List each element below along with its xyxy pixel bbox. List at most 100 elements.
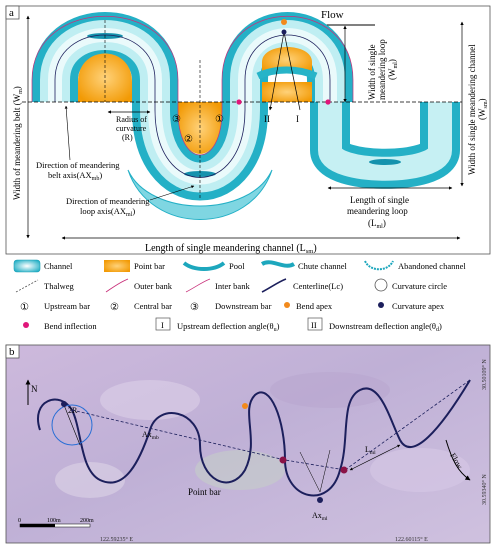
legend-bend-apex: Bend apex bbox=[296, 301, 333, 311]
dir-loop-label-1: Direction of meandering bbox=[66, 196, 150, 206]
legend-chute-swatch bbox=[260, 260, 296, 268]
length-ml-line bbox=[349, 444, 401, 471]
legend-curvature-apex: Curvature apex bbox=[392, 301, 445, 311]
legend-upstream-deflection: Upstream deflection angle(θu) bbox=[177, 321, 280, 333]
legend-symbol-1: ① bbox=[20, 302, 29, 313]
roman-I: I bbox=[296, 114, 299, 124]
north-label: N bbox=[31, 384, 38, 394]
point-bar-right-top bbox=[262, 47, 312, 72]
legend-centerline: Centerline(Lc) bbox=[293, 281, 343, 291]
curvature-circle bbox=[51, 404, 93, 446]
outer-bank bbox=[31, 15, 354, 156]
terrain-patch bbox=[100, 380, 200, 420]
legend-abandoned-channel: Abandoned channel bbox=[398, 261, 466, 271]
legend-curvature-circle-swatch bbox=[374, 278, 388, 292]
loop-deflection-1 bbox=[299, 451, 321, 493]
deflection-line-1 bbox=[268, 31, 285, 111]
legend-pool-swatch bbox=[182, 261, 226, 271]
scale-bar-fill bbox=[20, 524, 55, 527]
curvature-apex-b-2 bbox=[317, 497, 323, 503]
ax-ml-label: Axml bbox=[312, 511, 328, 522]
width-loop-label: Width of single meandering loop (Wml) bbox=[367, 37, 399, 100]
bend-inflection-b-1 bbox=[279, 456, 287, 464]
loop-deflection-2 bbox=[319, 449, 331, 493]
coord-right-2: 30.59340° N bbox=[481, 474, 488, 505]
legend-curvature-circle: Curvature circle bbox=[392, 281, 447, 291]
curvature-apex-b-1 bbox=[61, 401, 67, 407]
coord-bottom-2: 122.60115° E bbox=[395, 536, 428, 543]
legend-point-bar-swatch bbox=[104, 260, 130, 272]
terrain-patch bbox=[270, 372, 390, 408]
legend-outer-bank: Outer bank bbox=[134, 281, 173, 291]
legend-symbol-3: ③ bbox=[190, 302, 199, 313]
legend-inter-bank: Inter bank bbox=[215, 281, 250, 291]
dir-loop-pointer bbox=[149, 185, 195, 201]
legend-channel-swatch bbox=[13, 259, 41, 273]
bar-number-1: ① bbox=[215, 114, 224, 125]
legend-symbol-II-box bbox=[307, 317, 323, 331]
legend-downstream-bar: Downstream bar bbox=[215, 301, 272, 311]
panel-b-label-box bbox=[5, 344, 20, 359]
panel-a-label-box bbox=[5, 5, 20, 20]
dir-belt-label-2: belt axis(AXmb) bbox=[48, 170, 102, 182]
point-bar-b-label: Point bar bbox=[188, 487, 221, 497]
legend-bend-inflection-swatch bbox=[23, 322, 29, 328]
abandoned-channel bbox=[127, 169, 273, 220]
scale-label-2: 200m bbox=[80, 518, 94, 524]
length-loop-label-1: Length of single bbox=[350, 195, 409, 205]
scale-label-0: 0 bbox=[18, 518, 21, 524]
ax-mb-label: Axmb bbox=[142, 430, 159, 441]
width-belt-label: Width of meandering belt (Wm) bbox=[12, 86, 24, 200]
length-channel-label: Length of single meandering channel (Lsm… bbox=[145, 243, 317, 255]
dir-belt-label-1: Direction of meandering bbox=[36, 160, 120, 170]
legend-channel: Channel bbox=[44, 261, 73, 271]
legend-bend-apex-swatch bbox=[284, 302, 290, 308]
scale-label-1: 100m bbox=[47, 518, 61, 524]
right-channel-light bbox=[318, 102, 452, 181]
legend-chute-channel: Chute channel bbox=[298, 261, 347, 271]
bend-inflection-right bbox=[325, 99, 331, 105]
terrain-patch bbox=[55, 462, 125, 498]
width-channel-label: Width of single meandering channel (Wsm) bbox=[467, 42, 489, 175]
flow-label: Flow bbox=[321, 9, 344, 21]
coord-bottom-1: 122.59235° E bbox=[100, 536, 133, 543]
legend-central-bar: Central bar bbox=[134, 301, 172, 311]
legend-inter-bank-swatch bbox=[185, 278, 211, 293]
bend-inflection-left bbox=[236, 99, 242, 105]
legend-symbol-I-box bbox=[155, 317, 171, 331]
radius-label-2: curvature bbox=[116, 124, 147, 133]
chute-channel bbox=[256, 66, 318, 80]
length-loop-label-2: meandering loop bbox=[347, 206, 408, 216]
legend-symbol-2: ② bbox=[110, 302, 119, 313]
dir-loop-label-2: loop axis(AXml) bbox=[80, 206, 135, 218]
legend: Channel Point bar Pool Chute channel Aba… bbox=[13, 259, 466, 333]
legend-abandoned-swatch bbox=[364, 260, 394, 271]
panel-b: b N 2R Axmb Lml Flow Point bar Axml bbox=[5, 344, 491, 544]
l-ml-label: Lml bbox=[365, 445, 376, 456]
panel-b-label: b bbox=[9, 346, 15, 358]
point-bar-right-bottom bbox=[262, 82, 312, 102]
panel-a-label: a bbox=[9, 7, 14, 19]
legend-centerline-swatch bbox=[261, 278, 287, 293]
dir-belt-pointer bbox=[64, 105, 71, 161]
belt-axis-line bbox=[71, 379, 471, 471]
bend-inflection-b-2 bbox=[340, 466, 348, 474]
pool-right bbox=[369, 159, 401, 165]
legend-curvature-apex-swatch bbox=[378, 302, 384, 308]
bar-number-3: ③ bbox=[172, 114, 181, 125]
terrain-patch bbox=[195, 450, 285, 490]
pool-middle bbox=[184, 171, 216, 177]
radius-label-1: Radius of bbox=[116, 115, 147, 124]
legend-thalweg-swatch bbox=[15, 279, 39, 293]
legend-downstream-deflection: Downstream deflection angle(θd) bbox=[329, 321, 442, 333]
satellite-image bbox=[5, 344, 491, 544]
panel-a: a Flow Radius of curvatur bbox=[5, 5, 491, 255]
legend-pool: Pool bbox=[229, 261, 245, 271]
legend-symbol-II: II bbox=[311, 320, 317, 330]
radius-label-3: (R) bbox=[122, 133, 133, 142]
bend-apex-marker bbox=[281, 19, 287, 25]
bar-number-2: ② bbox=[184, 134, 193, 145]
legend-upstream-bar: Upstream bar bbox=[44, 301, 90, 311]
curvature-apex-marker bbox=[281, 29, 287, 35]
